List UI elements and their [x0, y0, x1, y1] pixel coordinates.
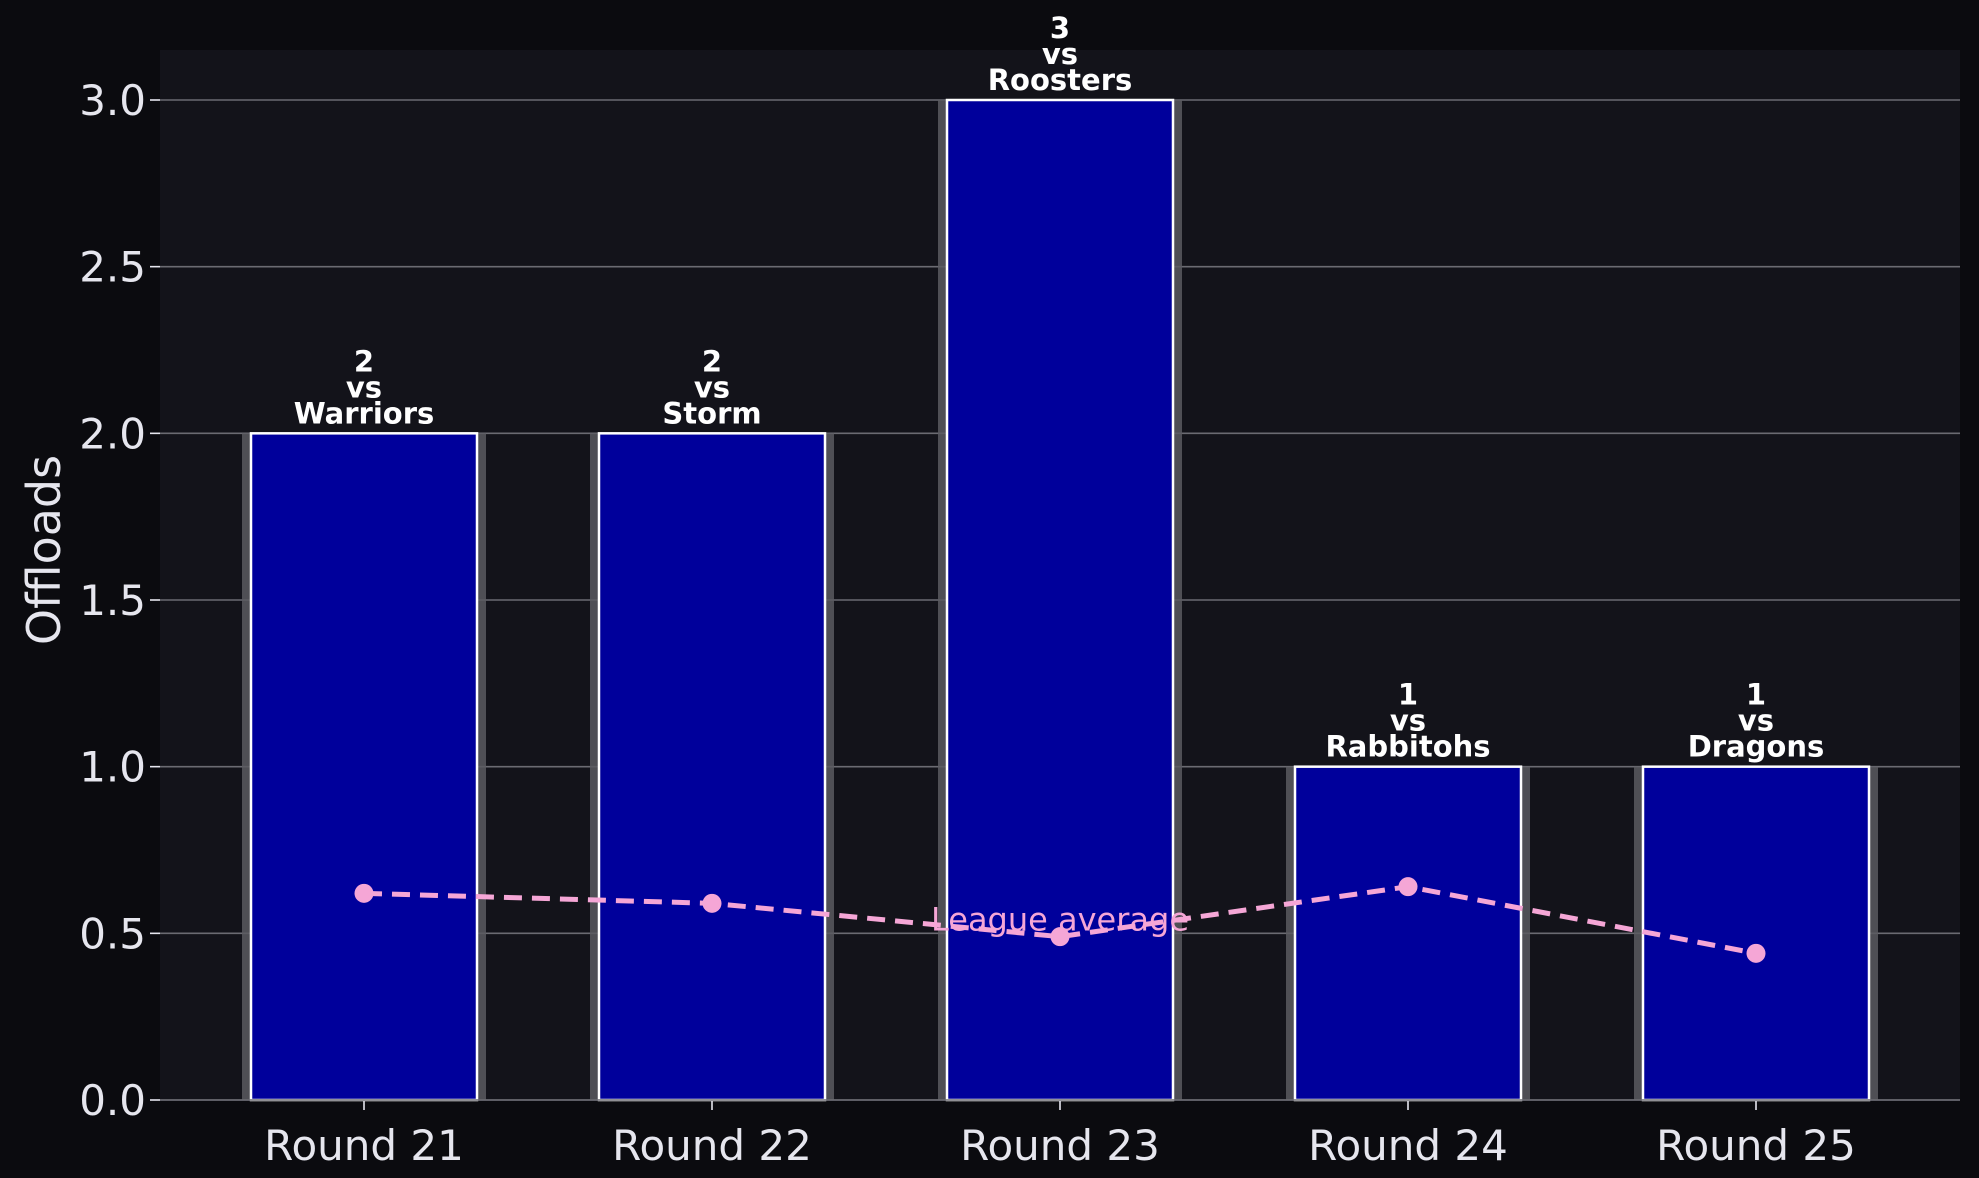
bar-value-label: 1 — [1746, 678, 1766, 712]
bar-value-label: 2 — [354, 344, 374, 378]
x-tick-label: Round 23 — [960, 1121, 1160, 1170]
bars — [242, 98, 1878, 1102]
bar-opponent-label: Warriors — [294, 396, 435, 430]
bar-vs-label: vs — [694, 370, 730, 404]
x-tick-label: Round 25 — [1656, 1121, 1856, 1170]
bar — [945, 98, 1175, 1102]
bar-vs-label: vs — [1390, 704, 1426, 738]
bar-value-label: 3 — [1050, 11, 1070, 45]
league-average-point — [1746, 943, 1766, 963]
league-average-point — [354, 883, 374, 903]
bar — [1641, 765, 1871, 1102]
bar — [249, 432, 479, 1102]
league-average-series: League average — [354, 877, 1766, 963]
y-axis: 0.0 0.5 1.0 1.5 2.0 2.5 3.0 — [79, 76, 1960, 1125]
bar-opponent-label: Roosters — [988, 63, 1133, 97]
y-tick-label: 0.5 — [79, 909, 146, 958]
y-tick-label: 1.5 — [79, 576, 146, 625]
bar — [1293, 765, 1523, 1102]
y-tick-label: 2.5 — [79, 243, 146, 292]
x-tick-label: Round 22 — [612, 1121, 812, 1170]
bar-opponent-label: Rabbitohs — [1325, 730, 1490, 764]
y-tick-label: 1.0 — [79, 743, 146, 792]
y-tick-label: 0.0 — [79, 1076, 146, 1125]
bar — [597, 432, 827, 1102]
x-tick-label: Round 24 — [1308, 1121, 1508, 1170]
league-average-line — [363, 884, 1757, 956]
x-axis: Round 21 Round 22 Round 23 Round 24 Round 25 — [264, 1100, 1856, 1170]
bar-vs-label: vs — [1042, 37, 1078, 71]
league-average-label: League average — [931, 901, 1189, 939]
y-tick-label: 3.0 — [79, 76, 146, 125]
bar-labels: 2vsWarriors2vsStorm3vsRoosters1vsRabbito… — [294, 11, 1825, 764]
bar-opponent-label: Storm — [662, 396, 761, 430]
y-axis-title: Offloads — [17, 455, 71, 645]
bar-vs-label: vs — [346, 370, 382, 404]
y-tick-label: 2.0 — [79, 409, 146, 458]
league-average-point — [702, 893, 722, 913]
league-average-point — [1050, 927, 1070, 947]
bar-value-label: 1 — [1398, 678, 1418, 712]
bar-vs-label: vs — [1738, 704, 1774, 738]
bar-opponent-label: Dragons — [1688, 730, 1825, 764]
league-average-point — [1398, 877, 1418, 897]
bar-value-label: 2 — [702, 344, 722, 378]
x-tick-label: Round 21 — [264, 1121, 464, 1170]
